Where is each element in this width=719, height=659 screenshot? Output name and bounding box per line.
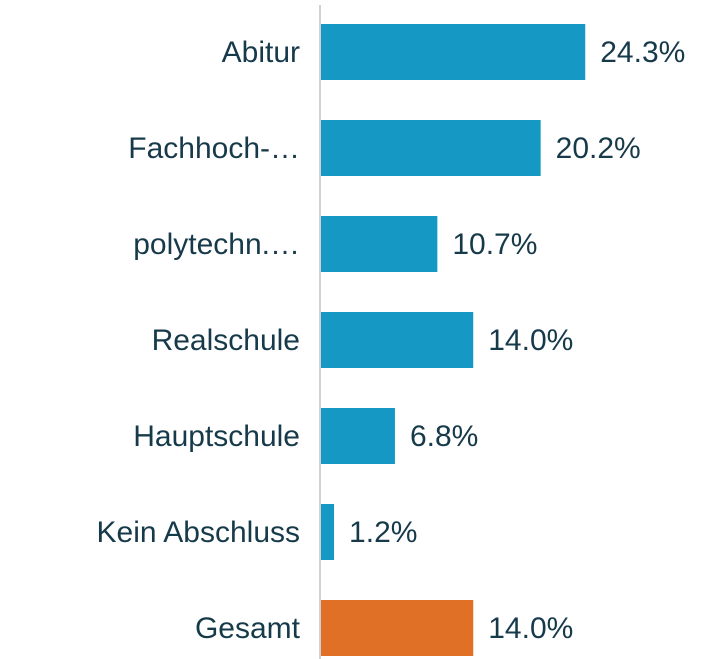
bar <box>321 216 438 272</box>
category-label: Fachhoch-… <box>128 132 300 165</box>
value-label: 10.7% <box>452 228 537 261</box>
category-label: Abitur <box>222 36 300 69</box>
category-label: Realschule <box>152 324 300 357</box>
bar <box>321 120 541 176</box>
category-label: Hauptschule <box>133 420 300 453</box>
bar <box>321 312 474 368</box>
category-label: polytechn.… <box>133 228 300 261</box>
value-label: 14.0% <box>488 612 573 645</box>
bar <box>321 24 586 80</box>
bar <box>321 504 335 560</box>
value-label: 1.2% <box>349 516 417 549</box>
category-label: Kein Abschluss <box>97 516 300 549</box>
value-label: 24.3% <box>600 36 685 69</box>
bar <box>321 408 395 464</box>
value-label: 20.2% <box>556 132 641 165</box>
value-label: 6.8% <box>410 420 478 453</box>
bar <box>321 600 474 656</box>
value-label: 14.0% <box>488 324 573 357</box>
category-label: Gesamt <box>195 612 301 645</box>
